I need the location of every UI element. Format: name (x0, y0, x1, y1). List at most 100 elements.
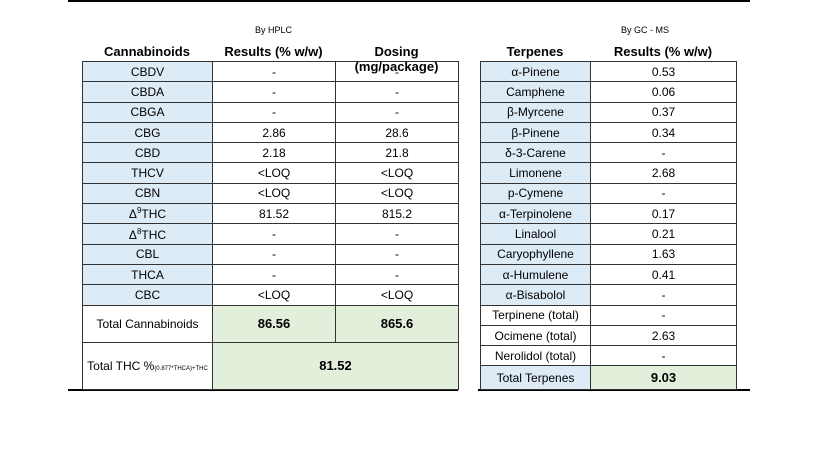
row: Total Cannabinoids 86.56 865.6 (82, 304, 459, 343)
cell: 2.86 (212, 121, 336, 144)
superscript: 9 (136, 206, 142, 216)
row: β-Pinene 0.34 (480, 121, 737, 144)
column-header: Cannabinoids (104, 44, 190, 59)
cell: CBC (82, 284, 213, 306)
row: CBGA - - (82, 101, 459, 123)
row: Terpinene (total) - (480, 304, 737, 326)
cell: Limonene (480, 162, 591, 184)
cannabinoid-table: CBDV - - CBDA - - CBGA - - CBG 2.86 28.6 CBD 2.18 21.8… (82, 60, 459, 390)
row: p-Cymene - (480, 182, 737, 205)
cell: - (212, 263, 336, 286)
cell: Total Cannabinoids (82, 304, 213, 343)
cell: 1.63 (590, 243, 737, 265)
source-label: By GC - MS (620, 25, 669, 35)
cell: Camphene (480, 81, 591, 103)
cell: δ-3-Carene (480, 142, 591, 164)
label: Total THC % (87, 358, 155, 373)
cell: - (335, 223, 459, 245)
cell: 2.68 (590, 162, 737, 184)
cell: 28.6 (335, 121, 459, 144)
bottom-rule (68, 389, 458, 391)
cell: <LOQ (212, 182, 336, 205)
row: CBC <LOQ <LOQ (82, 284, 459, 306)
cell: 0.41 (590, 263, 737, 286)
cell: - (590, 284, 737, 306)
cell: - (590, 142, 737, 164)
cell: Ocimene (total) (480, 324, 591, 347)
cell: <LOQ (335, 162, 459, 184)
cell: 21.8 (335, 142, 459, 164)
compound: THC (141, 207, 167, 222)
top-rule (68, 0, 750, 2)
cell: α-Humulene (480, 263, 591, 286)
symbol: Δ (128, 207, 137, 222)
row: THCV <LOQ <LOQ (82, 162, 459, 184)
cell: Caryophyllene (480, 243, 591, 265)
column-header: Results (% w/w) (613, 44, 713, 59)
row: CBL - - (82, 243, 459, 265)
symbol: Δ (128, 227, 137, 242)
cell: <LOQ (212, 284, 336, 306)
row: THCA - - (82, 263, 459, 286)
cell: - (212, 101, 336, 123)
cell: p-Cymene (480, 182, 591, 205)
cell: 815.2 (335, 203, 459, 225)
cell: Nerolidol (total) (480, 345, 591, 367)
cell: - (590, 345, 737, 367)
cell: 0.53 (590, 60, 737, 83)
cell: THCV (82, 162, 213, 184)
row: δ-3-Carene - (480, 142, 737, 164)
row: α-Humulene 0.41 (480, 263, 737, 286)
cell: CBD (82, 142, 213, 164)
cell: α-Bisabolol (480, 284, 591, 306)
cell: THCA (82, 263, 213, 286)
row: α-Bisabolol - (480, 284, 737, 306)
cell: Terpinene (total) (480, 304, 591, 326)
cell: - (335, 243, 459, 265)
cell: - (212, 223, 336, 245)
column-header: Terpenes (506, 44, 564, 59)
row: α-Pinene 0.53 (480, 60, 737, 83)
row: CBD 2.18 21.8 (82, 142, 459, 164)
source-label: By HPLC (254, 25, 292, 35)
cell: - (590, 304, 737, 326)
cell: Total THC %(0.877*THCA)+THC (82, 341, 213, 390)
row: β-Myrcene 0.37 (480, 101, 737, 123)
cell: 0.06 (590, 81, 737, 103)
subscript: (0.877*THCA)+THC (154, 365, 208, 372)
cell: Δ9THC (82, 203, 213, 225)
row: Total Terpenes 9.03 (480, 365, 737, 391)
row: CBDA - - (82, 81, 459, 103)
row: Δ9THC 81.52 815.2 (82, 203, 459, 225)
row: Total THC %(0.877*THCA)+THC 81.52 (82, 341, 459, 390)
row: Caryophyllene 1.63 (480, 243, 737, 265)
cell: <LOQ (212, 162, 336, 184)
compound: THC (141, 227, 167, 242)
cell: 2.63 (590, 324, 737, 347)
cell: 9.03 (590, 365, 737, 391)
cell: 0.17 (590, 203, 737, 225)
row: Nerolidol (total) - (480, 345, 737, 367)
superscript: 8 (136, 226, 142, 236)
cell: - (335, 81, 459, 103)
cell: - (212, 243, 336, 265)
row: Limonene 2.68 (480, 162, 737, 184)
cell: Δ8THC (82, 223, 213, 245)
cell: - (212, 81, 336, 103)
cell: CBG (82, 121, 213, 144)
cell: 81.52 (212, 341, 459, 390)
row: Linalool 0.21 (480, 223, 737, 245)
cell: - (212, 60, 336, 83)
cell: β-Myrcene (480, 101, 591, 123)
row: Camphene 0.06 (480, 81, 737, 103)
cell: - (335, 263, 459, 286)
row: CBN <LOQ <LOQ (82, 182, 459, 205)
bottom-rule (478, 389, 750, 391)
row: Ocimene (total) 2.63 (480, 324, 737, 347)
row: α-Terpinolene 0.17 (480, 203, 737, 225)
cell: 0.37 (590, 101, 737, 123)
cell: CBGA (82, 101, 213, 123)
cell: <LOQ (335, 182, 459, 205)
cell: Linalool (480, 223, 591, 245)
